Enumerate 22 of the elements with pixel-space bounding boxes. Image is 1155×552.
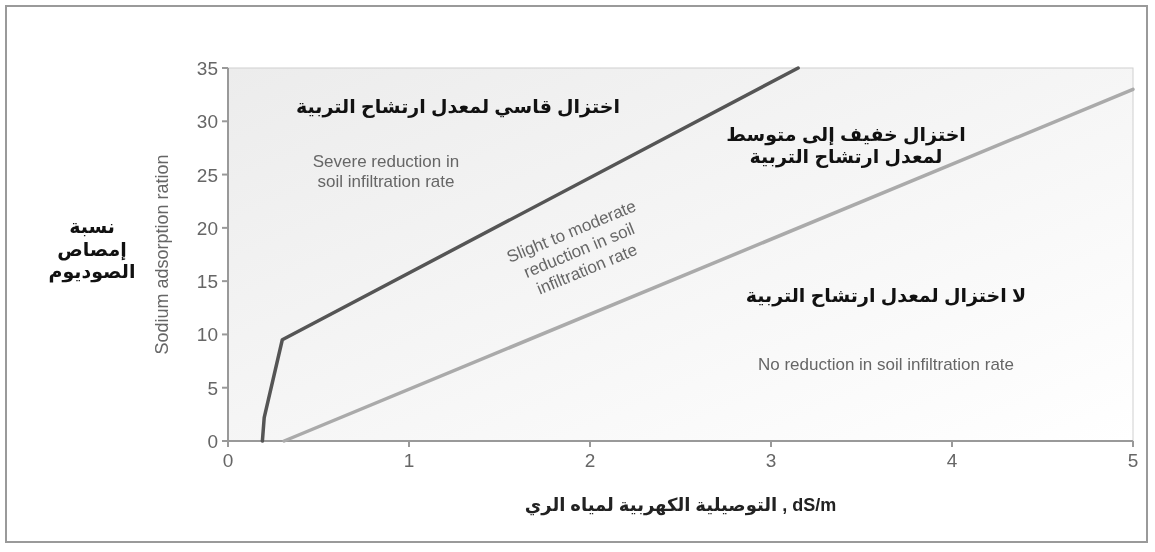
y-tick-label: 20	[196, 217, 218, 239]
y-tick-label: 35	[196, 58, 218, 79]
x-axis-title: التوصيلية الكهربية لمياه الري , dS/m	[524, 495, 837, 516]
y-tick-label: 0	[207, 431, 218, 452]
x-tick-label: 5	[1127, 450, 1139, 471]
annotation: اختزال خفيف إلى متوسط لمعدل ارتشاح التربية	[726, 123, 966, 169]
y-tick-label: 15	[196, 271, 218, 293]
y-tick-label: 25	[196, 164, 218, 186]
x-tick-label: 0	[222, 450, 234, 471]
x-tick-label: 4	[946, 450, 958, 471]
text: نسبة إمصاص الصوديوم	[48, 215, 136, 284]
x-tick-label: 1	[403, 450, 415, 471]
annotation: لا اختزال لمعدل ارتشاح التربية	[745, 285, 1027, 307]
annotation: Severe reduction in soil infiltration rate	[312, 151, 460, 192]
y-axis-title: Sodium adsorption ration	[152, 154, 172, 355]
annotation: No reduction in soil infiltration rate	[757, 355, 1015, 374]
x-tick-label: 3	[765, 450, 777, 471]
y-tick-label: 30	[196, 111, 218, 133]
annotation: اختزال قاسي لمعدل ارتشاح التربية	[296, 96, 620, 118]
y-tick-label: 10	[196, 324, 218, 346]
x-tick-label: 2	[584, 450, 596, 471]
y-tick-label: 5	[207, 377, 218, 399]
